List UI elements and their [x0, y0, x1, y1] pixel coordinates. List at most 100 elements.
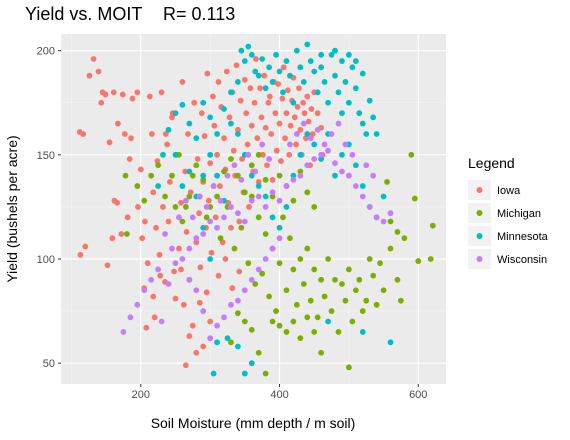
data-point [241, 218, 248, 225]
data-point [191, 99, 198, 106]
data-point [283, 204, 290, 210]
data-point [300, 120, 307, 127]
series-wisconsin [120, 120, 394, 342]
data-point [262, 193, 269, 200]
data-point [257, 85, 263, 92]
data-point [269, 193, 276, 200]
data-point [182, 204, 189, 210]
data-point [411, 195, 418, 202]
data-point [332, 47, 338, 54]
data-point [216, 183, 223, 189]
data-point [151, 314, 158, 321]
data-point [110, 89, 117, 96]
data-point [247, 85, 254, 92]
data-point [120, 329, 127, 335]
data-point [307, 58, 314, 64]
x-tick-label: 600 [409, 389, 427, 401]
data-point [363, 297, 370, 304]
data-point [352, 162, 359, 169]
data-point [135, 204, 141, 210]
data-point [194, 156, 201, 162]
data-point [200, 99, 207, 106]
data-point [359, 120, 366, 127]
data-point [128, 135, 134, 142]
data-point [384, 179, 390, 185]
data-point [280, 64, 287, 71]
data-point [204, 70, 211, 77]
y-axis: 50 100 150 200 [37, 46, 61, 370]
data-point [429, 222, 436, 229]
data-point [234, 79, 241, 85]
data-point [276, 224, 283, 231]
data-point [176, 214, 182, 221]
data-point [325, 256, 331, 262]
data-point [314, 110, 321, 117]
data-point [193, 287, 200, 294]
data-point [283, 110, 290, 117]
data-point [146, 93, 153, 100]
data-point [370, 272, 377, 279]
data-point [259, 151, 266, 158]
data-point [238, 47, 245, 54]
data-point [248, 276, 255, 283]
data-point [118, 231, 125, 237]
data-point [141, 287, 148, 294]
data-point [182, 168, 189, 175]
data-point [342, 141, 349, 148]
data-point [314, 126, 321, 133]
data-point [203, 214, 210, 221]
data-point [106, 139, 113, 146]
data-point [148, 172, 155, 179]
data-point [237, 97, 244, 104]
data-point [217, 197, 224, 204]
data-point [318, 156, 325, 162]
data-point [244, 141, 251, 148]
data-point [253, 56, 259, 62]
data-point [262, 256, 269, 262]
data-point [178, 266, 184, 273]
data-point [158, 89, 165, 96]
data-point [255, 151, 262, 158]
data-point [266, 93, 273, 100]
data-point [278, 158, 284, 164]
data-point [165, 281, 172, 287]
data-point [387, 218, 394, 225]
data-point [212, 214, 219, 221]
data-point [205, 197, 212, 204]
data-point [186, 120, 193, 127]
data-point [236, 218, 243, 225]
data-point [245, 151, 252, 158]
data-point [349, 64, 356, 71]
data-point [153, 224, 159, 231]
data-point [214, 322, 220, 329]
data-point [359, 308, 366, 314]
data-point [82, 243, 89, 250]
x-axis: 200 400 600 [132, 384, 427, 401]
data-point [158, 318, 165, 325]
data-point [339, 168, 345, 175]
data-point [304, 189, 311, 196]
data-point [230, 147, 237, 154]
y-tick-label: 100 [37, 254, 55, 266]
data-point [238, 224, 245, 231]
data-point [193, 239, 200, 246]
data-point [366, 97, 373, 104]
data-point [266, 64, 273, 71]
data-point [255, 179, 262, 185]
data-point [276, 172, 283, 179]
data-point [311, 68, 318, 75]
data-point [179, 183, 186, 189]
data-point [373, 131, 380, 137]
data-point [200, 231, 207, 237]
data-point [359, 329, 366, 335]
data-point [193, 162, 200, 169]
data-point [290, 172, 297, 179]
legend-key-dot [476, 187, 483, 193]
data-point [321, 79, 328, 85]
data-point [179, 79, 186, 85]
data-point [124, 231, 130, 237]
data-point [224, 335, 231, 342]
data-point [248, 326, 255, 333]
data-point [258, 114, 265, 121]
data-point [207, 256, 214, 262]
